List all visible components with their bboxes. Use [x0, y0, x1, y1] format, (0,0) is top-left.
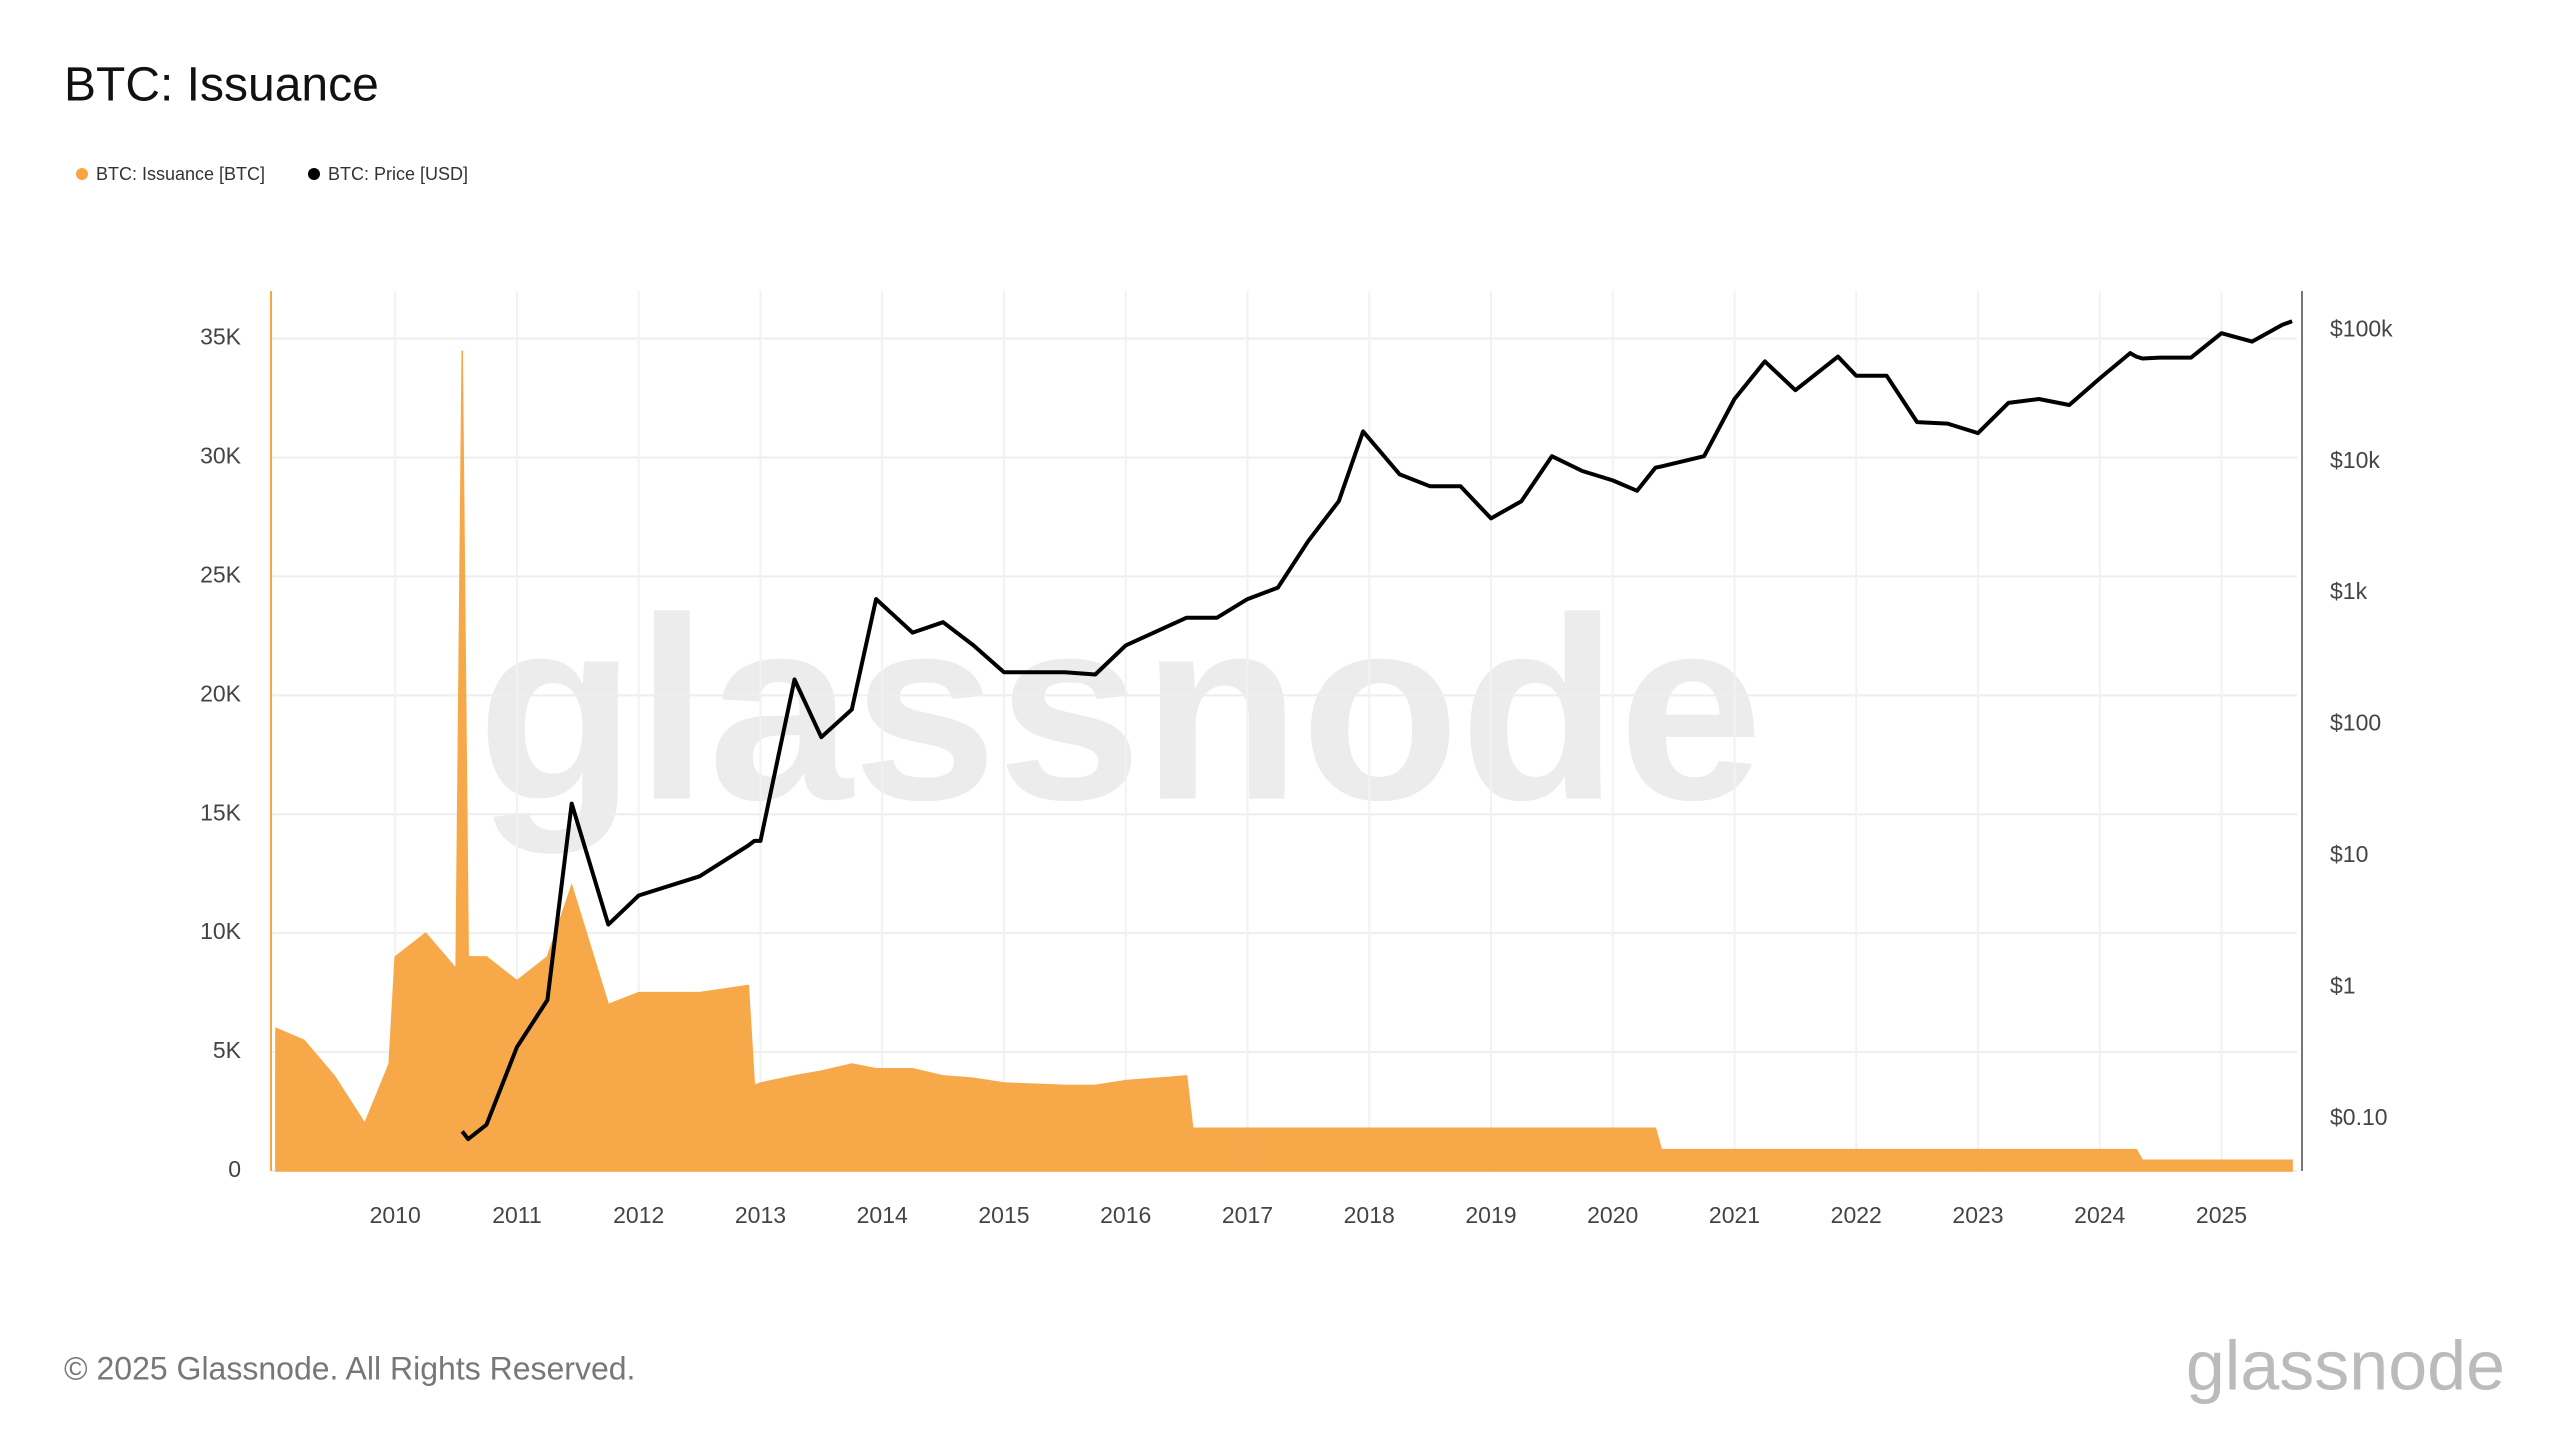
legend-swatch [308, 168, 320, 180]
y2-tick-label: $0.10 [2330, 1104, 2388, 1130]
y2-tick-label: $10k [2330, 447, 2380, 473]
x-tick-label: 2018 [1344, 1202, 1395, 1228]
chart-title: BTC: Issuance [64, 59, 379, 112]
logo: glassnode [2186, 1326, 2505, 1404]
y-tick-label: 0 [228, 1156, 241, 1182]
legend-label: BTC: Price [USD] [328, 164, 468, 184]
legend-swatch [76, 168, 88, 180]
y-tick-label: 35K [200, 324, 242, 350]
watermark: glassnode [477, 565, 1763, 856]
x-tick-label: 2014 [857, 1202, 908, 1228]
x-tick-label: 2021 [1709, 1202, 1760, 1228]
y2-tick-label: $1k [2330, 578, 2368, 604]
x-tick-label: 2012 [613, 1202, 664, 1228]
x-tick-label: 2020 [1587, 1202, 1638, 1228]
x-tick-label: 2015 [978, 1202, 1029, 1228]
y2-tick-label: $1 [2330, 972, 2356, 998]
y-tick-label: 5K [213, 1037, 242, 1063]
x-tick-label: 2013 [735, 1202, 786, 1228]
y2-tick-label: $10 [2330, 841, 2368, 867]
y-tick-label: 25K [200, 561, 242, 587]
y-tick-label: 20K [200, 680, 242, 706]
y-tick-label: 10K [200, 918, 242, 944]
x-tick-label: 2011 [492, 1202, 541, 1228]
x-tick-label: 2016 [1100, 1202, 1151, 1228]
x-tick-label: 2024 [2074, 1202, 2125, 1228]
x-tick-label: 2017 [1222, 1202, 1273, 1228]
x-tick-label: 2010 [370, 1202, 421, 1228]
y-tick-label: 30K [200, 443, 242, 469]
price-line [460, 319, 2293, 1142]
legend-label: BTC: Issuance [BTC] [96, 164, 265, 184]
x-tick-label: 2019 [1465, 1202, 1516, 1228]
y2-tick-label: $100k [2330, 315, 2393, 341]
y2-tick-label: $100 [2330, 710, 2381, 736]
footer: © 2025 Glassnode. All Rights Reserved. [64, 1350, 635, 1386]
y-tick-label: 15K [200, 799, 242, 825]
x-tick-label: 2025 [2196, 1202, 2247, 1228]
x-tick-label: 2023 [1952, 1202, 2003, 1228]
x-tick-label: 2022 [1831, 1202, 1882, 1228]
issuance-area [275, 350, 2293, 1172]
